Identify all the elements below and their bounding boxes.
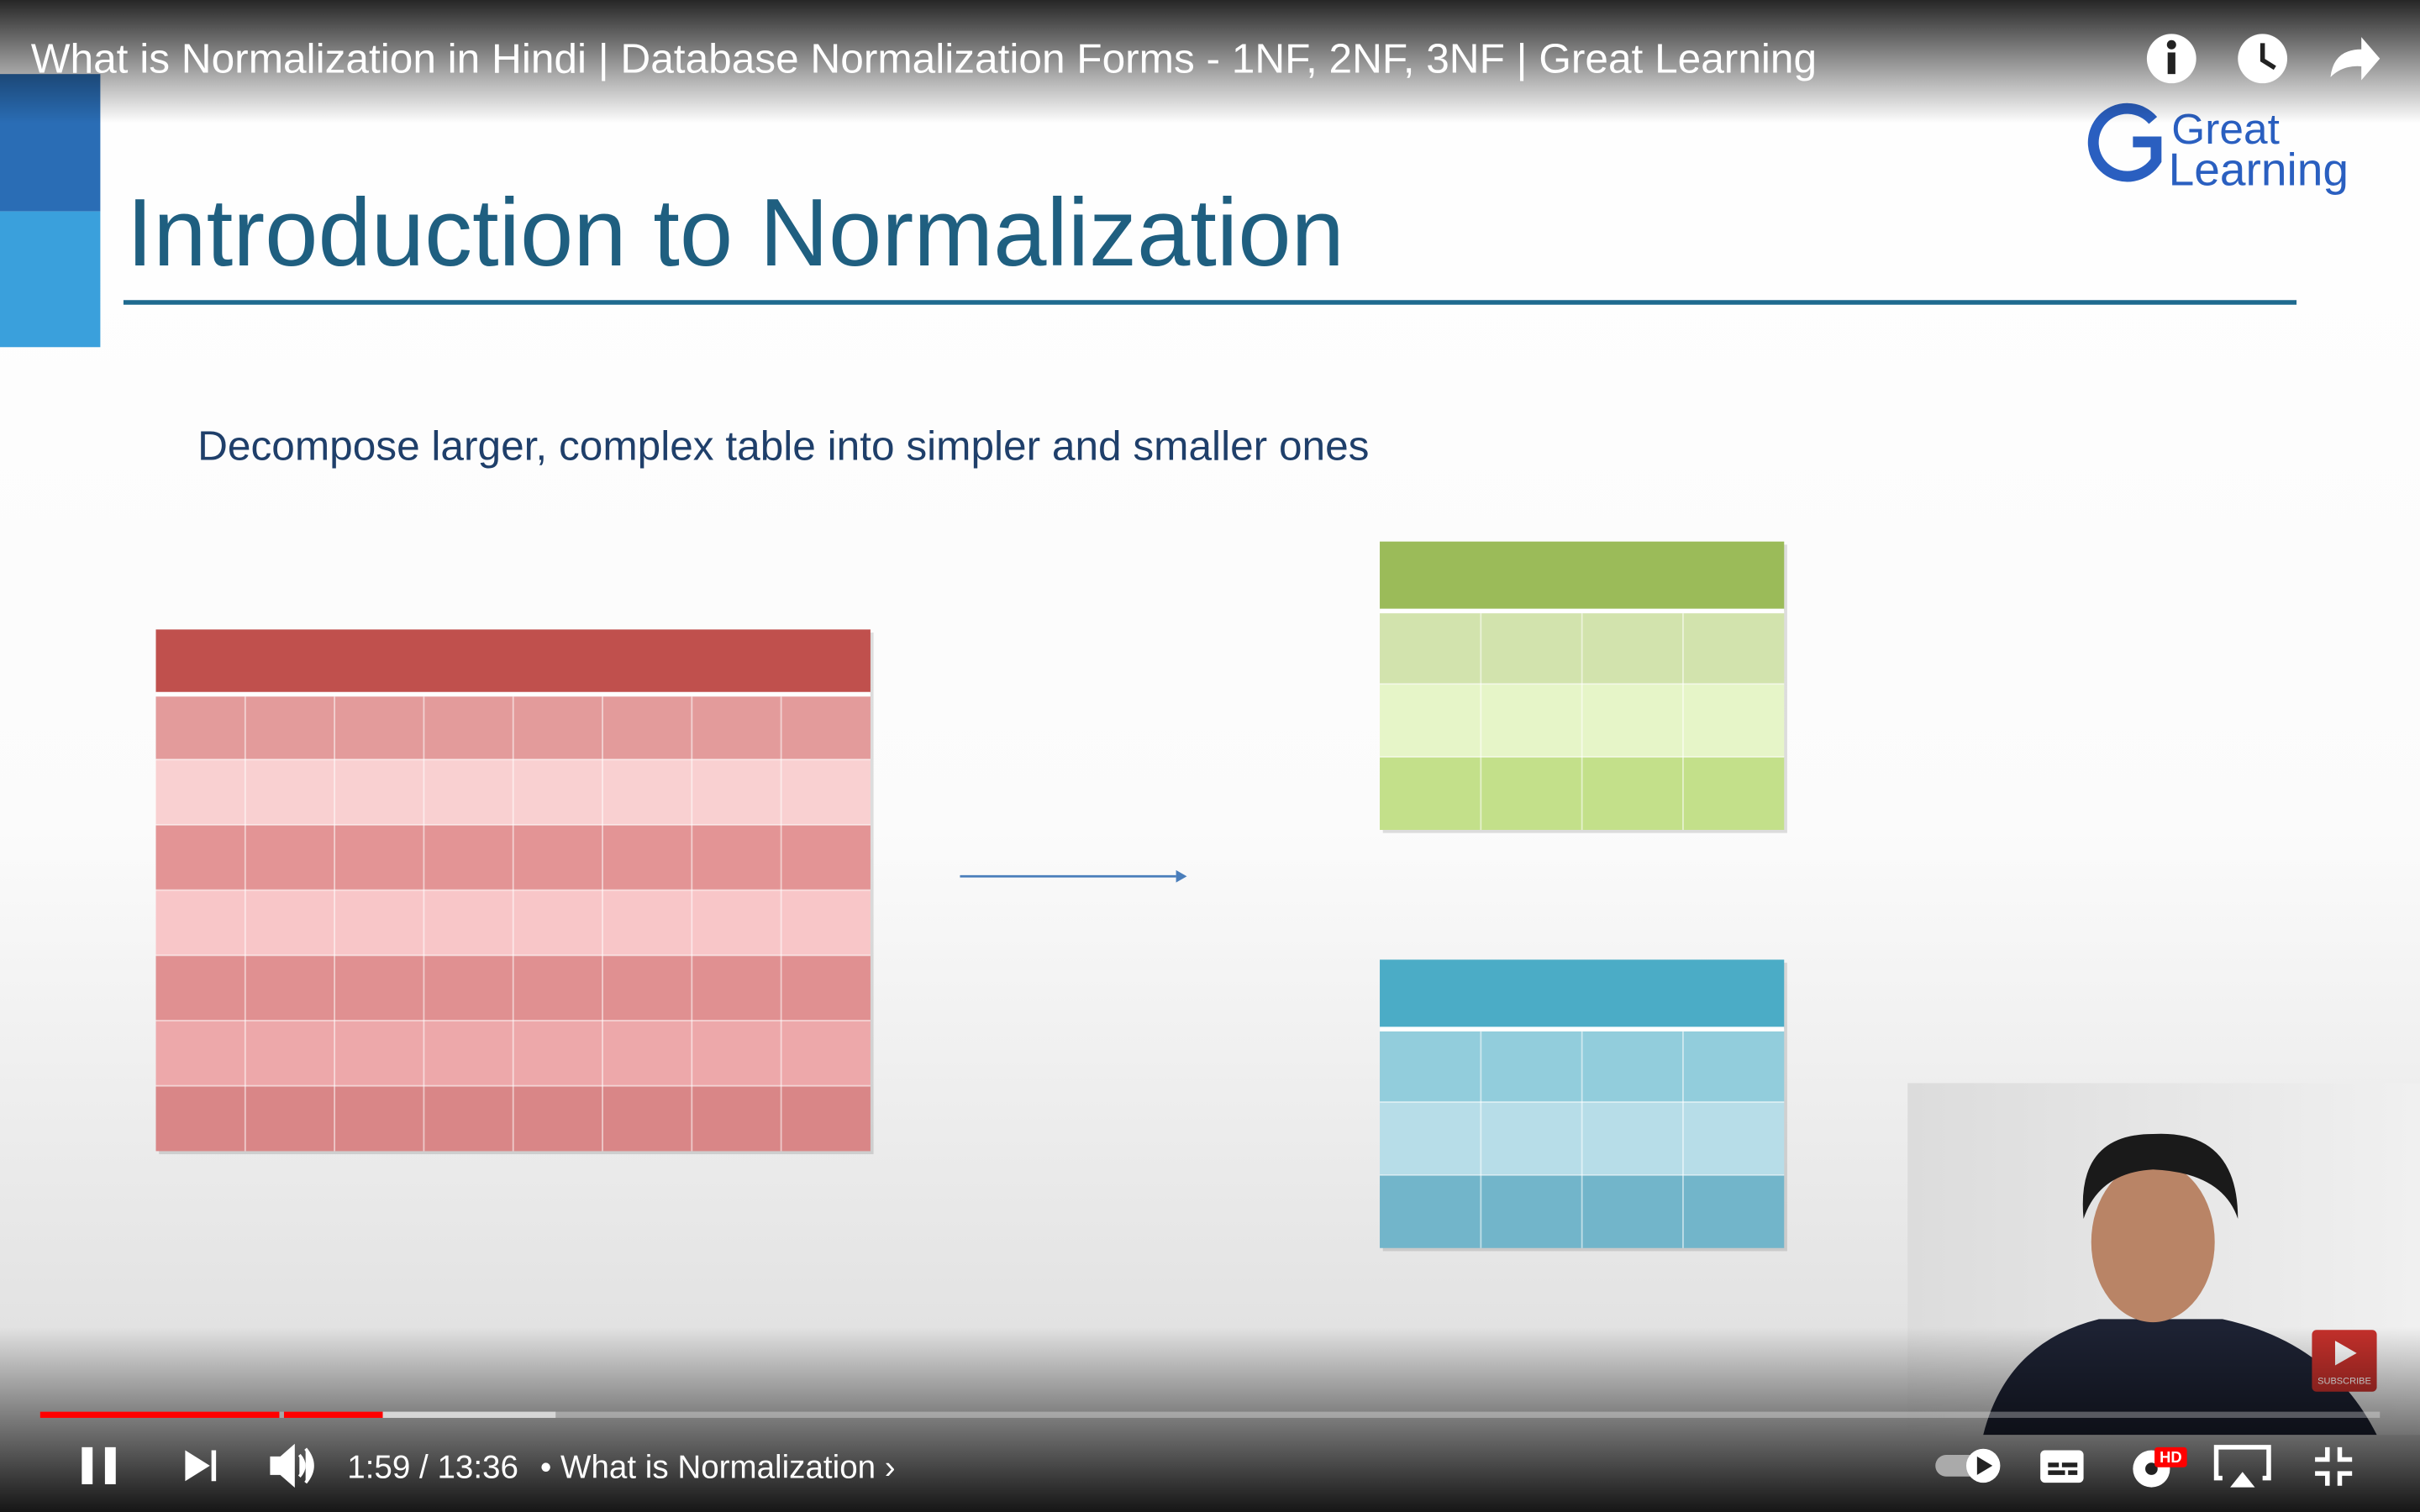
tables [155,541,1787,1252]
progress-buffered [382,1411,556,1418]
slide-title: Introduction to Normalization [127,180,1344,286]
next-button[interactable] [185,1450,217,1482]
video-title[interactable]: What is Normalization in Hindi | Databas… [31,34,1817,81]
watch-later-button[interactable] [2238,34,2288,84]
hd-label: HD [2160,1448,2182,1466]
info-button[interactable] [2146,34,2196,84]
progress-track[interactable] [39,1411,2381,1418]
logo-text: Learning [2169,143,2349,195]
table-header [155,629,871,695]
time-display: 1:59 / 13:36 [347,1450,518,1486]
captions-button[interactable] [2040,1450,2084,1483]
slide-subtitle: Decompose larger, complex table into sim… [197,422,1369,469]
progress-played [39,1411,280,1418]
chapter-title[interactable]: • What is Normalization › [540,1450,896,1486]
arrow-head [1176,869,1187,883]
share-button[interactable] [2330,37,2381,81]
pause-button[interactable] [82,1446,93,1484]
airplay-button[interactable] [2213,1445,2271,1488]
pause-button [104,1446,116,1484]
hd-badge [2154,1446,2187,1467]
table-header [1380,541,1785,612]
slide-accent [0,211,101,348]
progress-played [283,1411,383,1418]
presenter-face [2091,1162,2215,1323]
top-overlay [0,0,2420,123]
autoplay-toggle[interactable] [1935,1448,2001,1483]
exit-fullscreen-button[interactable] [2315,1446,2353,1486]
table-header [1380,959,1785,1030]
presenter-hair [2082,1133,2238,1220]
bottom-overlay [0,1326,2420,1512]
volume-button[interactable] [270,1443,314,1488]
